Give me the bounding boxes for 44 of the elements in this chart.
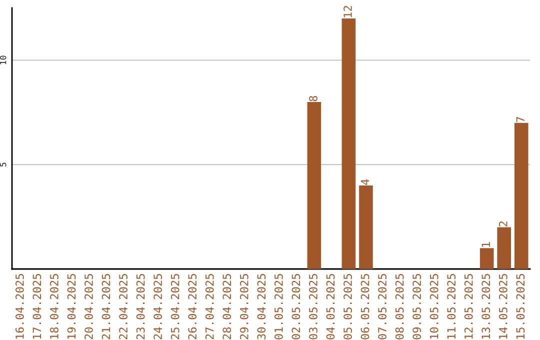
x-tick-label: 23.04.2025 [136,274,145,340]
x-tick-label: 03.05.2025 [309,274,318,340]
x-tick-label: 10.05.2025 [430,274,438,339]
x-tick-label: 20.04.2025 [84,274,93,340]
x-tick-label: 06.05.2025 [360,274,370,340]
y-tick-label: 10 [0,56,6,64]
x-tick-label: 11.05.2025 [447,274,456,339]
x-tick-label: 24.04.2025 [154,274,162,340]
x-tick-label: 22.04.2025 [119,274,128,340]
x-tick-label: 02.05.2025 [292,274,300,340]
x-tick-label: 21.04.2025 [102,274,110,340]
x-tick-label: 01.05.2025 [274,274,283,340]
bar [497,227,512,269]
x-tick-label: 08.05.2025 [395,274,404,340]
y-tick-label: 5 [0,162,6,167]
data-label: 4 [360,179,370,185]
x-tick-label: 15.05.2025 [516,274,525,339]
x-tick-label: 13.05.2025 [482,274,490,339]
data-label: 1 [482,242,490,247]
bar [359,185,373,269]
x-tick-label: 09.05.2025 [412,274,422,340]
bar [307,102,322,269]
data-label: 8 [309,96,318,102]
x-tick-label: 05.05.2025 [344,274,352,340]
x-tick-label: 29.04.2025 [240,274,248,340]
x-tick-label: 19.04.2025 [67,274,76,339]
x-tick-label: 30.04.2025 [257,274,266,340]
x-tick-label: 12.05.2025 [464,274,473,339]
data-label: 2 [498,221,508,226]
x-tick-label: 16.04.2025 [15,274,24,339]
x-tick-label: 17.04.2025 [32,274,42,339]
bar [514,122,528,269]
x-tick-label: 04.05.2025 [326,274,335,340]
x-tick-label: 18.04.2025 [50,274,58,339]
bar [480,248,494,269]
x-tick-label: 14.05.2025 [498,274,508,339]
x-tick-label: 25.04.2025 [170,274,180,340]
x-tick-label: 28.04.2025 [222,274,232,340]
x-tick-label: 27.04.2025 [205,274,214,340]
x-tick-label: 07.05.2025 [378,274,386,340]
bar [342,18,356,269]
data-label: 7 [516,116,524,122]
data-label: 12 [344,6,352,18]
x-tick-label: 26.04.2025 [188,274,197,340]
